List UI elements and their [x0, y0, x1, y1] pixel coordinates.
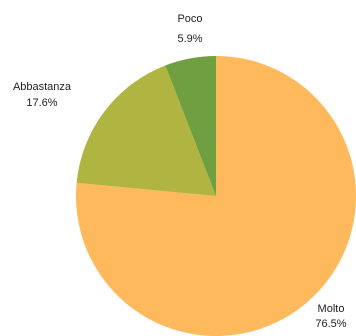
- slice-name-poco: Poco: [177, 13, 202, 25]
- slice-percent-molto: 76.5%: [315, 318, 346, 330]
- pie-slice-molto: [75, 56, 356, 336]
- slice-percent-abbastanza: 17.6%: [26, 97, 57, 109]
- pie-slice-poco: [165, 56, 216, 196]
- slice-name-molto: Molto: [318, 303, 345, 315]
- pie-slices: [75, 56, 356, 336]
- pie-slice-abbastanza: [76, 65, 217, 196]
- slice-name-abbastanza: Abbastanza: [13, 81, 72, 93]
- slice-percent-poco: 5.9%: [177, 33, 202, 45]
